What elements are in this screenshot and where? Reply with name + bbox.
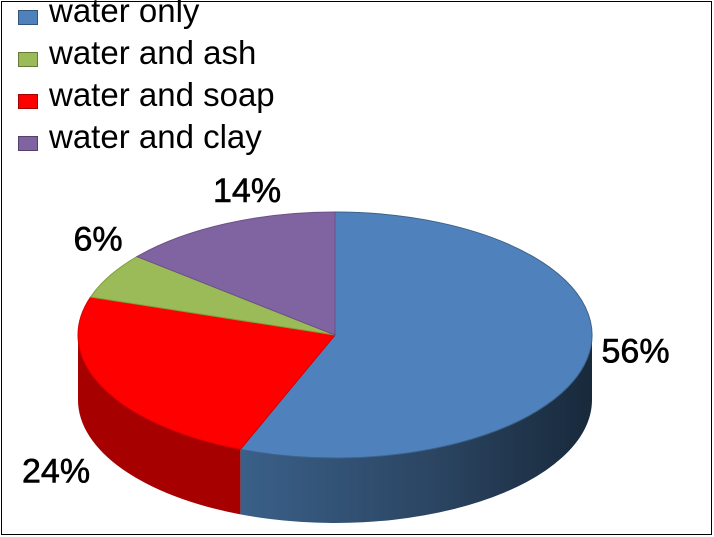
svg-text:56%: 56% xyxy=(602,333,670,371)
svg-text:14%: 14% xyxy=(213,172,281,210)
svg-text:24%: 24% xyxy=(22,453,90,491)
svg-text:6%: 6% xyxy=(74,221,123,259)
